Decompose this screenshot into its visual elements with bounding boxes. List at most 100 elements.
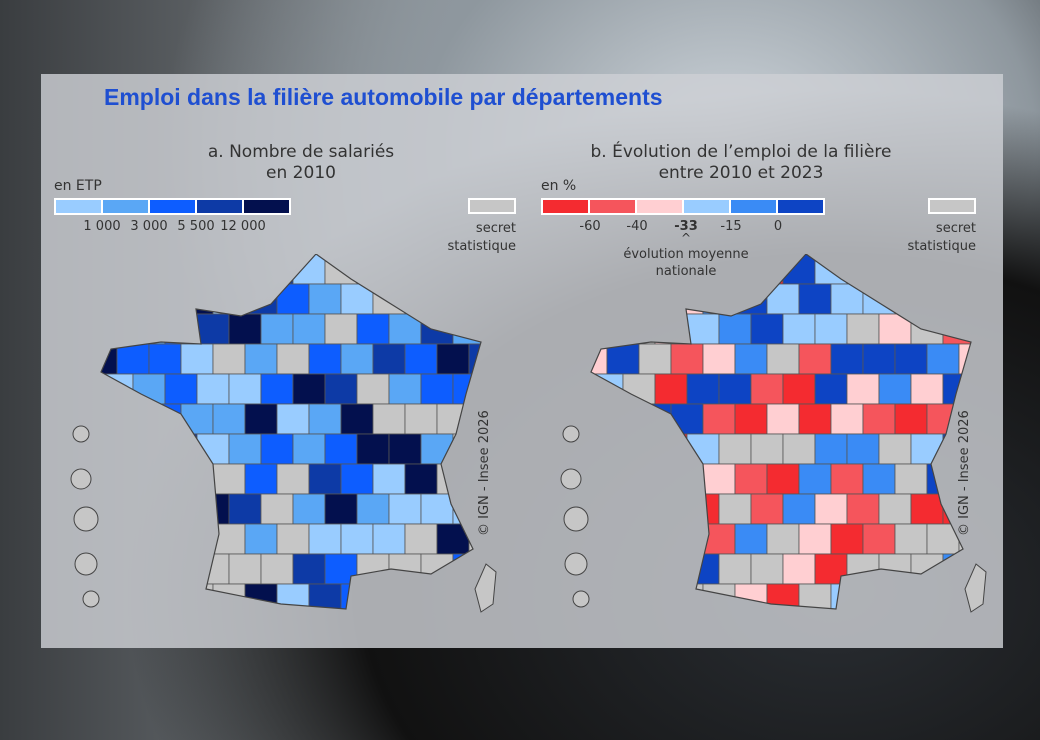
department xyxy=(894,583,928,609)
department xyxy=(846,433,880,465)
map-a-title-line2: en 2010 xyxy=(266,163,336,183)
department xyxy=(244,343,278,375)
secret-label: statistique xyxy=(447,239,516,254)
department xyxy=(686,313,720,345)
department xyxy=(308,583,342,609)
corsica xyxy=(474,563,497,613)
department xyxy=(782,493,816,525)
department xyxy=(420,553,454,585)
department xyxy=(308,403,342,435)
department xyxy=(702,403,736,435)
department xyxy=(260,553,294,585)
department xyxy=(388,493,422,525)
department xyxy=(404,403,438,435)
map-b-title-line1: b. Évolution de l’emploi de la filière xyxy=(590,142,892,162)
department xyxy=(372,463,406,495)
department xyxy=(638,283,672,315)
department xyxy=(196,493,230,525)
department xyxy=(862,463,896,495)
department xyxy=(782,433,816,465)
department xyxy=(606,523,640,555)
department xyxy=(101,254,134,285)
legend-swatch xyxy=(543,200,588,213)
legend-tick: 1 000 xyxy=(83,219,121,234)
department xyxy=(164,254,198,285)
department xyxy=(148,283,182,315)
department xyxy=(958,343,971,375)
department xyxy=(292,433,326,465)
department xyxy=(654,373,688,405)
department xyxy=(734,463,768,495)
department xyxy=(718,313,752,345)
legend-swatch xyxy=(637,200,682,213)
department xyxy=(686,433,720,465)
department xyxy=(750,553,784,585)
department xyxy=(910,254,944,285)
overseas-department xyxy=(82,590,100,608)
department xyxy=(798,583,832,609)
legend-swatch xyxy=(56,200,101,213)
department xyxy=(308,523,342,555)
department xyxy=(782,313,816,345)
map-b-title-line2: entre 2010 et 2023 xyxy=(658,163,824,183)
department xyxy=(606,403,640,435)
department xyxy=(591,433,624,465)
department xyxy=(750,493,784,525)
department xyxy=(340,523,374,555)
department xyxy=(942,254,971,285)
department xyxy=(622,493,656,525)
legend-swatch xyxy=(150,200,195,213)
department xyxy=(404,523,438,555)
department xyxy=(638,403,672,435)
legend-tick: -40 xyxy=(626,219,648,234)
department xyxy=(591,283,608,315)
map-a-title-line1: a. Nombre de salariés xyxy=(207,142,395,162)
legend-tick: -15 xyxy=(720,219,742,234)
department xyxy=(591,493,624,525)
legend-tick: 0 xyxy=(773,219,783,234)
overseas-department xyxy=(74,552,98,576)
department xyxy=(292,553,326,585)
copyright-b: © IGN - Insee 2026 xyxy=(957,410,972,536)
department xyxy=(276,283,310,315)
department xyxy=(244,523,278,555)
department xyxy=(404,343,438,375)
department xyxy=(606,283,640,315)
department xyxy=(846,313,880,345)
department xyxy=(244,283,278,315)
department xyxy=(654,493,688,525)
department xyxy=(164,553,198,585)
department xyxy=(734,343,768,375)
department xyxy=(228,433,262,465)
department xyxy=(404,283,438,315)
department xyxy=(702,583,736,609)
department xyxy=(436,403,470,435)
department xyxy=(942,373,971,405)
department xyxy=(798,523,832,555)
overseas-department xyxy=(572,590,590,608)
department xyxy=(340,463,374,495)
department xyxy=(212,283,246,315)
department xyxy=(132,493,166,525)
department xyxy=(452,313,481,345)
department xyxy=(228,553,262,585)
department xyxy=(702,283,736,315)
department xyxy=(132,313,166,345)
department xyxy=(148,463,182,495)
department xyxy=(228,373,262,405)
department xyxy=(308,463,342,495)
department xyxy=(468,343,481,375)
department xyxy=(148,523,182,555)
department xyxy=(468,283,481,315)
department xyxy=(356,373,390,405)
department xyxy=(101,433,134,465)
department xyxy=(862,343,896,375)
department xyxy=(942,313,971,345)
department xyxy=(324,493,358,525)
map-a-legend xyxy=(54,198,291,215)
department xyxy=(292,373,326,405)
department xyxy=(846,553,880,585)
department xyxy=(654,254,688,285)
department xyxy=(452,254,481,285)
department xyxy=(388,373,422,405)
